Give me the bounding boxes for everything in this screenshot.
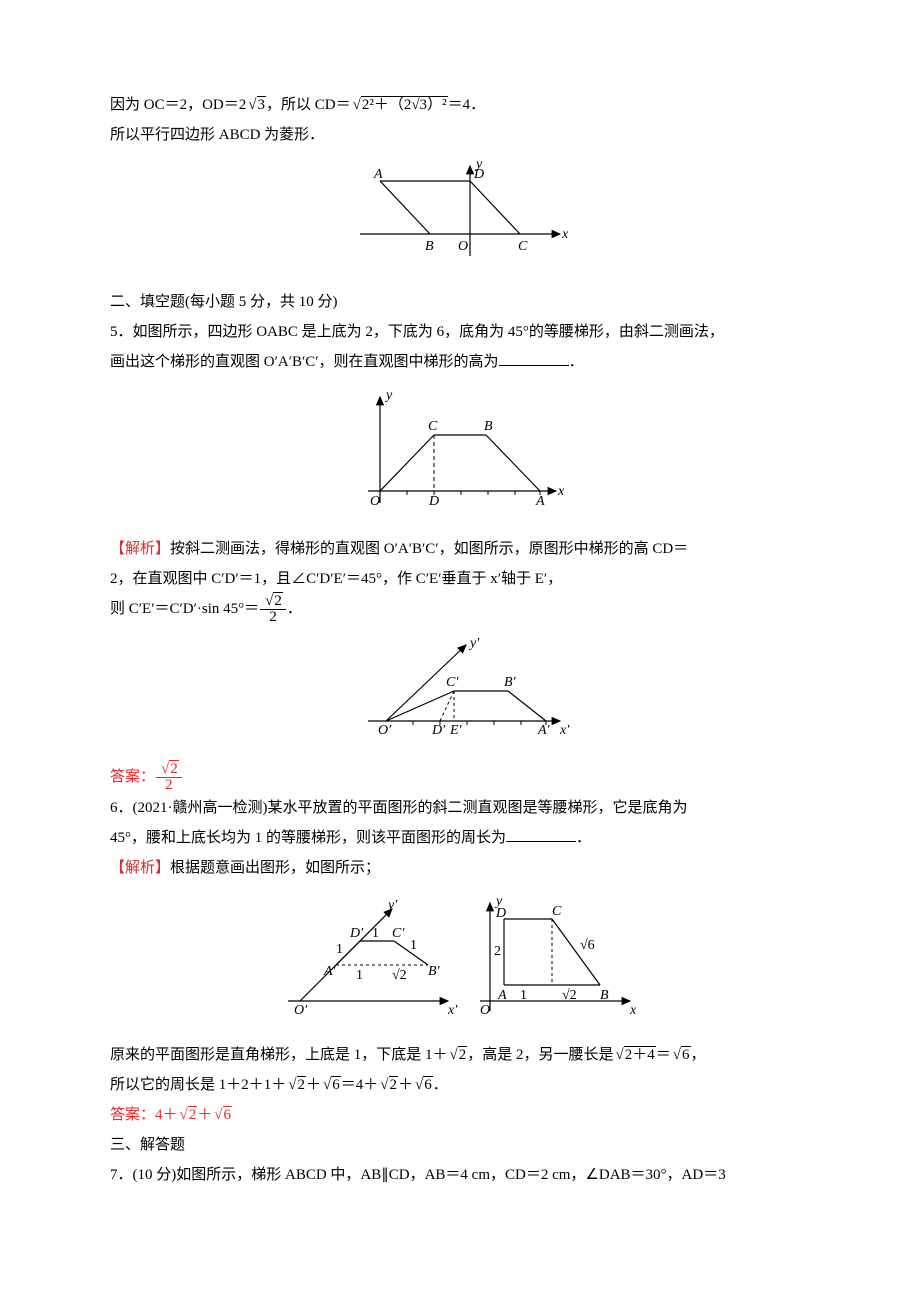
sol5-text3a: 则 C′E′＝C′D′·sin 45°＝ <box>110 601 259 617</box>
sol5-text1: 按斜二测画法，得梯形的直观图 O′A′B′C′，如图所示，原图形中梯形的高 CD… <box>170 541 688 557</box>
ans6-prefix: 答案： <box>110 1107 155 1123</box>
p1-line1: 因为 OC＝2，OD＝2√3，所以 CD＝√2²＋（2√3）²＝4． <box>110 90 810 120</box>
svg-text:x: x <box>629 1003 637 1018</box>
section-3-heading: 三、解答题 <box>110 1130 810 1160</box>
figure-4: x′ y′ O′ A′ B′ D′ C′ 1 1 1 1 √2 x y O A … <box>110 889 810 1030</box>
svg-text:C: C <box>518 239 528 254</box>
svg-text:O: O <box>370 494 380 509</box>
svg-text:y′: y′ <box>386 898 398 913</box>
q5-line1: 5．如图所示，四边形 OABC 是上底为 2，下底为 6，底角为 45°的等腰梯… <box>110 317 810 347</box>
q6-line1: 6．(2021·赣州高一检测)某水平放置的平面图形的斜二测直观图是等腰梯形，它是… <box>110 793 810 823</box>
fraction-sqrt2-2: √22 <box>260 594 286 625</box>
svg-text:E′: E′ <box>449 723 463 738</box>
svg-text:B: B <box>425 239 434 254</box>
svg-text:y: y <box>384 388 393 403</box>
svg-text:x′: x′ <box>447 1003 458 1018</box>
trapezoid-oabc-diagram: x y O A D C B <box>350 383 570 513</box>
svg-text:y′: y′ <box>468 636 480 651</box>
svg-text:B′: B′ <box>504 675 517 690</box>
figure-2: x y O A D C B <box>110 383 810 524</box>
ans6: 答案：4＋√2＋√6 <box>110 1100 810 1130</box>
svg-text:D: D <box>495 906 506 921</box>
svg-text:B: B <box>600 988 609 1003</box>
svg-text:D: D <box>428 494 439 509</box>
svg-text:C′: C′ <box>392 926 405 941</box>
p1-line2: 所以平行四边形 ABCD 为菱形． <box>110 120 810 150</box>
svg-text:A: A <box>535 494 545 509</box>
svg-text:√2: √2 <box>562 988 577 1003</box>
svg-text:1: 1 <box>372 926 379 941</box>
svg-text:B′: B′ <box>428 964 441 979</box>
page: 因为 OC＝2，OD＝2√3，所以 CD＝√2²＋（2√3）²＝4． 所以平行四… <box>0 0 920 1230</box>
svg-text:x: x <box>561 227 569 242</box>
sol5-text3b: ． <box>287 601 302 617</box>
q5-line2: 画出这个梯形的直观图 O′A′B′C′，则在直观图中梯形的高为 ． <box>110 347 810 377</box>
q6-line2: 45°，腰和上底长均为 1 的等腰梯形，则该平面图形的周长为 ． <box>110 823 810 853</box>
ans5-fraction: √22 <box>156 762 182 793</box>
svg-text:x: x <box>557 484 565 499</box>
svg-text:D′: D′ <box>431 723 446 738</box>
svg-text:C: C <box>552 904 562 919</box>
q5-period: ． <box>569 354 584 370</box>
sol6-line1: 【解析】根据题意画出图形，如图所示； <box>110 853 810 883</box>
svg-text:O′: O′ <box>294 1003 308 1018</box>
svg-text:D′: D′ <box>349 926 364 941</box>
svg-text:1: 1 <box>410 938 417 953</box>
svg-text:O: O <box>480 1003 490 1018</box>
sol5-line1: 【解析】按斜二测画法，得梯形的直观图 O′A′B′C′，如图所示，原图形中梯形的… <box>110 534 810 564</box>
sol6-line2: 原来的平面图形是直角梯形，上底是 1，下底是 1＋√2，高是 2，另一腰长是√2… <box>110 1040 810 1070</box>
svg-text:x′: x′ <box>559 723 570 738</box>
svg-text:A: A <box>497 988 507 1003</box>
svg-text:√2: √2 <box>392 968 407 983</box>
sol5-line3: 则 C′E′＝C′D′·sin 45°＝√22． <box>110 594 810 625</box>
ans5: 答案：√22 <box>110 762 810 793</box>
ans5-prefix: 答案： <box>110 769 155 785</box>
svg-text:O: O <box>458 239 468 254</box>
q6-period: ． <box>576 830 591 846</box>
q6-text2: 45°，腰和上底长均为 1 的等腰梯形，则该平面图形的周长为 <box>110 830 506 846</box>
svg-text:2: 2 <box>494 944 501 959</box>
svg-text:1: 1 <box>356 968 363 983</box>
q6-blank <box>506 826 576 842</box>
sol5-line2: 2，在直观图中 C′D′＝1，且∠C′D′E′＝45°，作 C′E′垂直于 x′… <box>110 564 810 594</box>
q5-line2-text: 画出这个梯形的直观图 O′A′B′C′，则在直观图中梯形的高为 <box>110 354 499 370</box>
trapezoid-oblique-diagram: x′ y′ O′ A′ D′ E′ C′ B′ <box>350 631 570 741</box>
svg-text:C′: C′ <box>446 675 459 690</box>
q5-blank <box>499 350 569 366</box>
svg-text:O′: O′ <box>378 723 392 738</box>
svg-text:A′: A′ <box>323 964 337 979</box>
svg-text:√6: √6 <box>580 938 595 953</box>
svg-text:D: D <box>473 167 484 182</box>
q7-line1: 7．(10 分)如图所示，梯形 ABCD 中，AB∥CD，AB＝4 cm，CD＝… <box>110 1160 810 1190</box>
figure-3: x′ y′ O′ A′ D′ E′ C′ B′ <box>110 631 810 752</box>
trapezoid-pair-diagram: x′ y′ O′ A′ B′ D′ C′ 1 1 1 1 √2 x y O A … <box>280 889 640 1019</box>
solution-label-2: 【解析】 <box>110 860 170 876</box>
svg-text:C: C <box>428 419 438 434</box>
sol6-text1: 根据题意画出图形，如图所示； <box>170 860 380 876</box>
svg-text:A′: A′ <box>537 723 551 738</box>
parallelogram-diagram: x y A D B O C <box>350 156 570 266</box>
svg-text:B: B <box>484 419 493 434</box>
solution-label: 【解析】 <box>110 541 170 557</box>
figure-1: x y A D B O C <box>110 156 810 277</box>
svg-text:1: 1 <box>336 942 343 957</box>
section-2-heading: 二、填空题(每小题 5 分，共 10 分) <box>110 287 810 317</box>
sol6-line3: 所以它的周长是 1＋2＋1＋√2＋√6＝4＋√2＋√6． <box>110 1070 810 1100</box>
svg-text:A: A <box>373 167 383 182</box>
svg-text:1: 1 <box>520 988 527 1003</box>
